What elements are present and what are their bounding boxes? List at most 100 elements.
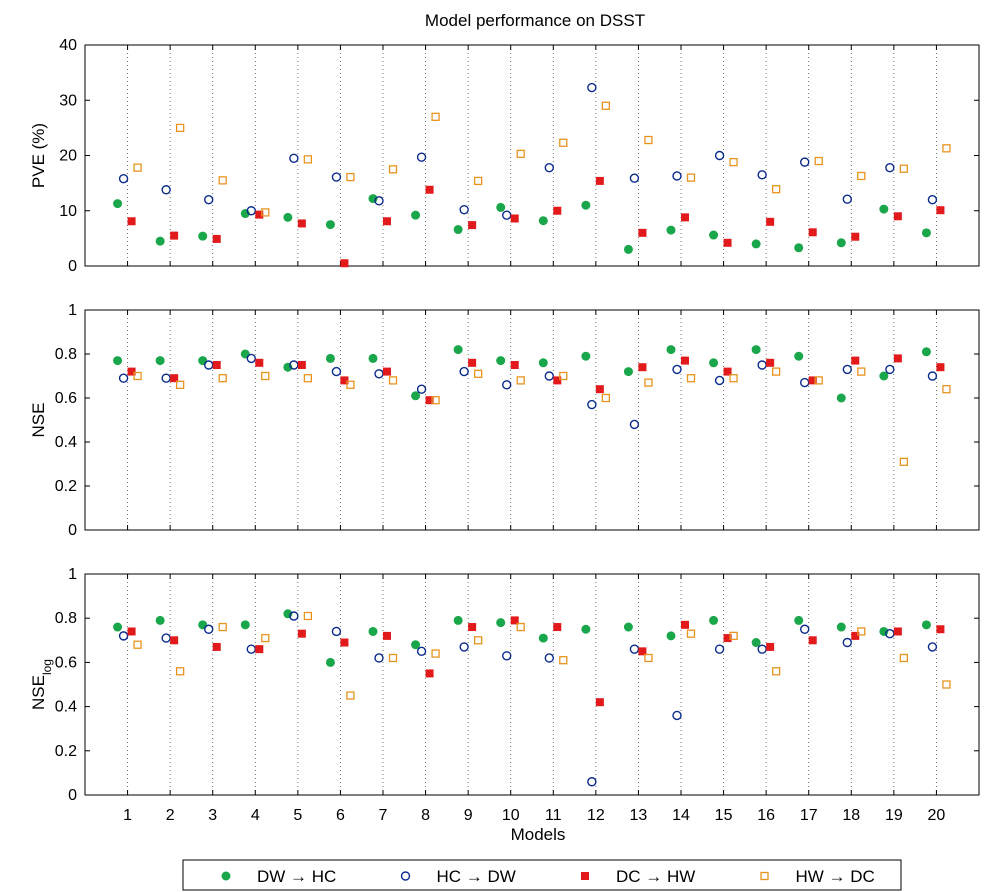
- data-point: [879, 371, 889, 381]
- data-point: [771, 667, 781, 676]
- data-point: [255, 210, 264, 219]
- x-tick-label: 18: [842, 807, 860, 824]
- x-tick-labels: 1 2 3 4 5 6 7 8 9 10 11 12 13 14 15 16 17 18 19 20: [123, 807, 945, 824]
- data-point: [473, 369, 483, 378]
- x-tick-label: 10: [502, 807, 520, 824]
- series-dw-hc: [113, 609, 931, 667]
- data-point: [766, 217, 775, 226]
- chart-legend: DW → HC HC → DW DC → HW HW → DC: [182, 859, 902, 891]
- data-point: [289, 611, 299, 621]
- data-point: [757, 170, 767, 180]
- series-dc-hw: [127, 176, 945, 268]
- data-point: [303, 374, 313, 383]
- data-point: [346, 172, 355, 182]
- y-tick-label: 0.8: [55, 346, 77, 363]
- data-point: [459, 204, 469, 215]
- data-point: [289, 153, 299, 163]
- data-point: [425, 396, 434, 405]
- y-tick-label: 0.2: [55, 478, 77, 495]
- legend-marker: [760, 871, 769, 881]
- data-point: [921, 228, 931, 238]
- data-point: [473, 176, 483, 186]
- data-point: [198, 356, 208, 366]
- data-point: [212, 642, 221, 651]
- data-point: [814, 376, 823, 385]
- data-point: [544, 162, 554, 173]
- y-tick-label: 10: [59, 203, 77, 220]
- data-point: [468, 221, 477, 230]
- data-point: [842, 637, 852, 648]
- data-point: [218, 374, 227, 383]
- data-point: [601, 101, 611, 110]
- data-point: [374, 653, 384, 663]
- data-point: [411, 210, 421, 220]
- data-point: [411, 640, 421, 650]
- data-point: [644, 378, 653, 387]
- x-tick-label: 8: [421, 807, 430, 824]
- data-point: [459, 642, 469, 652]
- data-point: [261, 208, 270, 217]
- data-point: [714, 150, 725, 161]
- x-tick-label: 6: [336, 807, 345, 824]
- data-point: [581, 624, 591, 634]
- data-point: [416, 384, 427, 394]
- legend-label: HW → DC: [796, 867, 875, 886]
- x-tick-label: 17: [800, 807, 818, 824]
- plot-frame: [84, 573, 980, 796]
- y-tick-label: 40: [59, 37, 77, 54]
- data-point: [709, 615, 719, 625]
- data-point: [453, 615, 463, 625]
- data-point: [459, 366, 469, 377]
- data-point: [672, 364, 682, 375]
- data-point: [800, 377, 810, 388]
- data-point: [127, 367, 136, 376]
- data-point: [587, 399, 597, 410]
- data-point: [246, 353, 256, 364]
- data-point: [261, 371, 270, 381]
- data-point: [644, 135, 653, 145]
- data-point: [155, 615, 165, 625]
- data-point: [885, 364, 895, 375]
- data-point: [170, 636, 179, 645]
- data-point: [516, 622, 525, 632]
- data-point: [601, 393, 611, 403]
- data-point: [942, 144, 951, 153]
- data-point: [629, 419, 640, 430]
- data-point: [899, 653, 909, 663]
- data-point: [595, 698, 604, 707]
- data-point: [538, 358, 548, 368]
- legend-label: DW → HC: [257, 867, 336, 886]
- data-point: [502, 380, 512, 390]
- legend-entry-dw-hc: DW → HC: [221, 867, 336, 886]
- data-point: [553, 376, 562, 385]
- x-tick-label: 13: [630, 807, 648, 824]
- data-point: [709, 230, 719, 240]
- data-point: [453, 345, 463, 355]
- data-point: [836, 393, 846, 403]
- data-point: [757, 644, 767, 654]
- data-point: [559, 138, 568, 147]
- y-tick-label: 0.6: [55, 390, 77, 407]
- y-tick-label: 0: [68, 787, 77, 804]
- data-point: [127, 217, 136, 226]
- data-point: [261, 633, 270, 643]
- data-point: [885, 162, 895, 173]
- data-point: [836, 622, 846, 632]
- data-point: [927, 194, 938, 205]
- data-point: [510, 361, 519, 369]
- y-tick-label: 0: [68, 258, 77, 275]
- data-point: [857, 627, 866, 636]
- plot-frame: [84, 44, 980, 267]
- data-point: [714, 375, 725, 386]
- data-point: [297, 629, 306, 638]
- data-point: [218, 622, 227, 632]
- series-dw-hc: [113, 194, 931, 254]
- data-point: [595, 385, 604, 394]
- y-tick-label: 0: [68, 522, 77, 539]
- data-point: [283, 212, 293, 222]
- series-hw-dc: [133, 367, 951, 466]
- data-point: [559, 656, 568, 665]
- data-point: [431, 112, 440, 121]
- x-tick-label: 14: [672, 807, 690, 824]
- data-point: [240, 620, 250, 630]
